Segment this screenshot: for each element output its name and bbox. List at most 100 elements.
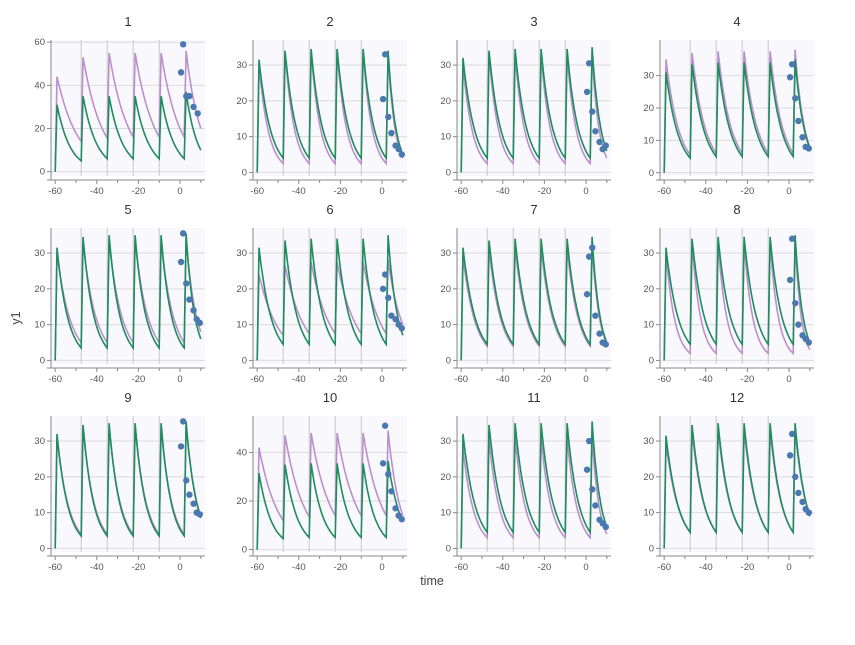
observation-point <box>602 341 609 348</box>
green-series-line <box>663 59 811 173</box>
x-tick-label: -40 <box>292 186 306 197</box>
x-tick-label: -60 <box>657 374 671 385</box>
observation-point <box>186 296 193 303</box>
observation-point <box>585 437 593 445</box>
y-tick-label: 20 <box>643 472 654 483</box>
observation-point <box>805 339 812 346</box>
x-tick-label: -60 <box>454 562 468 573</box>
x-tick-label: -40 <box>496 374 510 385</box>
green-series-line <box>460 47 608 173</box>
observation-point <box>392 316 399 323</box>
y-tick-label: 10 <box>440 508 451 519</box>
y-tick-label: 10 <box>236 132 247 143</box>
x-tick-label: 0 <box>379 562 384 573</box>
y-tick-label: 30 <box>236 60 247 71</box>
y-tick-label: 20 <box>643 284 654 295</box>
y-tick-label: 0 <box>649 168 654 179</box>
x-tick-label: -40 <box>90 186 104 197</box>
x-tick-label: 0 <box>177 562 182 573</box>
panel-title: 5 <box>124 202 131 217</box>
observation-point <box>183 280 190 287</box>
x-tick-label: -20 <box>538 374 552 385</box>
x-tick-label: -40 <box>496 186 510 197</box>
observation-point <box>795 489 802 497</box>
x-tick-label: -20 <box>132 186 146 197</box>
observation-point <box>585 253 593 260</box>
observation-point <box>196 319 203 327</box>
observation-point <box>583 88 591 96</box>
purple-series-line <box>663 240 811 361</box>
observation-point <box>186 491 193 498</box>
x-tick-label: -40 <box>699 186 713 197</box>
observation-point <box>392 505 399 512</box>
y-tick-label: 20 <box>34 472 45 483</box>
x-tick-label: 0 <box>786 562 791 573</box>
observation-point <box>786 276 794 284</box>
observation-point <box>792 473 799 481</box>
y-tick-label: 0 <box>649 355 654 366</box>
observation-point <box>805 145 812 152</box>
y-tick-label: 0 <box>242 545 247 556</box>
observation-point <box>805 509 812 516</box>
observation-point <box>786 452 794 459</box>
panel-title: 10 <box>323 390 337 405</box>
observation-point <box>385 471 392 478</box>
panel-title: 9 <box>124 390 131 405</box>
x-tick-label: -60 <box>250 562 264 573</box>
panel-background <box>660 416 814 552</box>
green-series-line <box>54 233 202 361</box>
x-tick-label: -60 <box>48 186 62 197</box>
observation-point <box>177 443 185 450</box>
y-tick-label: 30 <box>236 248 247 259</box>
x-tick-label: -20 <box>334 374 348 385</box>
observation-point <box>179 418 187 425</box>
x-tick-label: 0 <box>786 374 791 385</box>
x-tick-label: 0 <box>786 186 791 197</box>
observation-point <box>602 523 609 531</box>
observation-point <box>589 486 596 493</box>
y-tick-label: 20 <box>440 284 451 295</box>
x-tick-label: -60 <box>657 186 671 197</box>
green-series-line <box>663 423 811 549</box>
y-tick-label: 30 <box>643 436 654 447</box>
panel-6: 0 10 20 30 -60 -40 -20 0 6 <box>236 202 407 385</box>
panel-title: 8 <box>733 202 740 217</box>
observation-point <box>786 74 794 81</box>
observation-point <box>190 103 197 111</box>
green-series-line <box>256 48 404 173</box>
observation-point <box>596 330 603 337</box>
y-tick-label: 40 <box>34 80 45 91</box>
panel-7: 0 10 20 30 -60 -40 -20 0 7 <box>440 202 611 385</box>
observation-point <box>788 430 796 438</box>
x-tick-label: -20 <box>741 562 755 573</box>
observation-point <box>788 235 796 242</box>
panel-background <box>253 40 407 176</box>
y-tick-label: 20 <box>440 472 451 483</box>
y-tick-label: 20 <box>440 96 451 107</box>
panel-1: 0 20 40 60 -60 -40 -20 0 1 <box>34 14 205 197</box>
panel-5: 0 10 20 30 -60 -40 -20 0 5 <box>34 202 205 385</box>
observation-point <box>592 502 599 509</box>
x-tick-label: -40 <box>699 374 713 385</box>
panel-4: 0 10 20 30 -60 -40 -20 0 4 <box>643 14 814 197</box>
observation-point <box>194 110 201 117</box>
y-tick-label: 20 <box>236 96 247 107</box>
purple-series-line <box>460 54 608 173</box>
observation-point <box>585 60 593 67</box>
x-tick-label: 0 <box>583 186 588 197</box>
observation-point <box>592 128 599 135</box>
y-tick-label: 10 <box>34 320 45 331</box>
panel-title: 11 <box>527 390 541 405</box>
panel-9: 0 10 20 30 -60 -40 -20 0 9 <box>34 390 205 573</box>
observation-point <box>379 460 387 467</box>
observation-point <box>388 129 395 137</box>
x-tick-label: -40 <box>496 562 510 573</box>
observation-point <box>186 92 193 100</box>
panel-title: 6 <box>326 202 333 217</box>
observation-point <box>583 466 591 473</box>
x-tick-label: 0 <box>379 374 384 385</box>
x-tick-label: -40 <box>699 562 713 573</box>
x-tick-label: -20 <box>334 562 348 573</box>
